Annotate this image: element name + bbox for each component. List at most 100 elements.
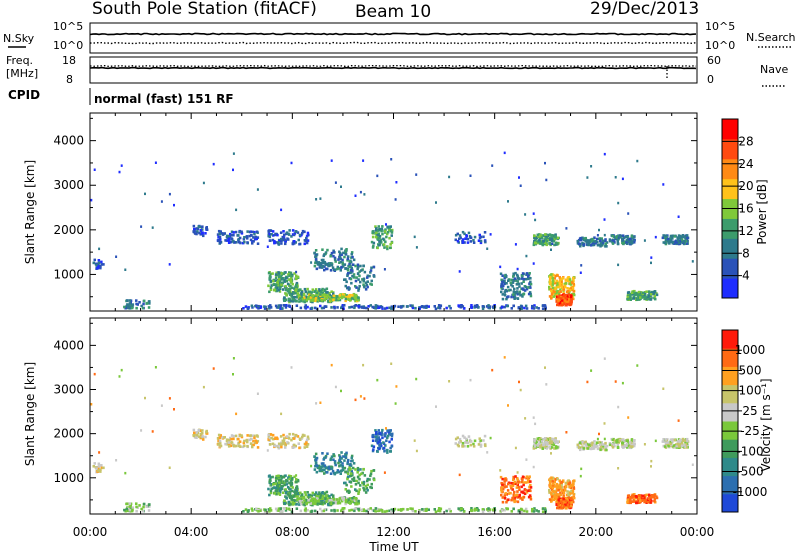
velocity-cell: [525, 510, 529, 513]
velocity-cell: [274, 479, 278, 483]
velocity-cell: [290, 483, 293, 487]
velocity-cell: [340, 389, 342, 393]
power-cell: [683, 240, 686, 243]
power-cell: [608, 239, 612, 243]
power-cell: [198, 231, 201, 235]
power-cell: [487, 304, 490, 307]
velocity-cell: [223, 436, 226, 439]
power-cell: [639, 294, 642, 297]
velocity-cell: [256, 392, 259, 395]
velocity-cell: [456, 436, 459, 439]
power-cell: [126, 299, 129, 302]
power-cell: [232, 168, 234, 172]
velocity-cell: [135, 505, 138, 509]
power-cell: [550, 292, 554, 295]
power-cell: [290, 286, 294, 290]
velocity-cell: [653, 493, 656, 497]
power-cell: [681, 234, 685, 237]
power-cell: [374, 225, 377, 228]
velocity-cell: [563, 501, 567, 505]
power-cell: [328, 291, 331, 295]
velocity-cell: [295, 489, 299, 493]
y-tick-label: 1000: [53, 267, 84, 281]
power-cell: [250, 234, 253, 237]
velocity-cell: [603, 357, 606, 360]
velocity-cell: [276, 487, 280, 491]
nsky-tick-top: 10^5: [53, 20, 83, 33]
velocity-cell: [251, 509, 254, 512]
power-cell: [341, 304, 345, 307]
power-cell: [295, 286, 299, 289]
velocity-cell: [313, 468, 317, 471]
velocity-cell: [318, 491, 321, 494]
velocity-cell: [507, 404, 509, 407]
power-cell: [548, 287, 551, 291]
power-cell: [512, 275, 515, 278]
power-cell: [95, 263, 98, 267]
velocity-cell: [246, 444, 249, 448]
power-cell: [512, 272, 515, 276]
power-cell: [593, 236, 596, 239]
velocity-cell: [99, 468, 102, 471]
velocity-cell: [576, 443, 579, 447]
velocity-cell: [556, 487, 559, 490]
velocity-cell: [599, 448, 602, 452]
velocity-cell: [579, 448, 582, 452]
velocity-cell: [311, 503, 314, 507]
velocity-cell: [542, 443, 545, 446]
velocity-cell: [553, 447, 556, 450]
velocity-cell: [268, 436, 272, 440]
velocity-cell: [570, 504, 573, 508]
velocity-cell: [199, 436, 202, 440]
velocity-cell: [578, 446, 581, 449]
velocity-cell: [544, 366, 546, 369]
power-cell: [145, 302, 148, 305]
y-tick-label: 3000: [53, 178, 84, 192]
velocity-cell: [633, 497, 637, 500]
velocity-cell: [681, 439, 685, 442]
power-cell: [372, 265, 376, 269]
power-cell: [463, 307, 466, 310]
power-cell: [578, 237, 582, 241]
power-cell: [369, 282, 372, 286]
power-cell: [347, 272, 350, 275]
power-cell: [466, 241, 470, 244]
velocity-cell: [617, 467, 620, 470]
power-cell: [332, 254, 335, 258]
power-cell: [529, 294, 533, 298]
velocity-cell: [384, 444, 387, 447]
velocity-cell: [288, 490, 292, 494]
velocity-cell: [523, 492, 527, 495]
power-cell: [629, 295, 632, 298]
power-cell: [604, 242, 607, 245]
power-cell: [315, 198, 318, 201]
velocity-cell: [282, 440, 285, 443]
velocity-cell: [677, 419, 680, 422]
velocity-cell: [227, 438, 231, 442]
power-cell: [569, 303, 572, 307]
velocity-cell: [351, 497, 354, 500]
velocity-cell: [512, 482, 515, 486]
power-cell: [287, 272, 291, 276]
power-cell: [354, 299, 357, 303]
velocity-cell: [173, 408, 175, 411]
velocity-cell: [319, 502, 322, 506]
power-cell: [295, 296, 298, 299]
velocity-cell: [470, 507, 473, 510]
velocity-cell: [366, 488, 369, 492]
power-cell: [328, 262, 332, 265]
velocity-cell: [100, 466, 104, 470]
velocity-cell: [629, 496, 633, 499]
velocity-cell: [342, 455, 345, 458]
power-cell: [588, 239, 591, 243]
velocity-cell: [301, 435, 304, 439]
velocity-cell: [515, 493, 519, 497]
power-cell: [386, 247, 389, 251]
power-cell: [303, 230, 306, 234]
velocity-cell: [614, 380, 617, 383]
power-cell: [612, 240, 616, 243]
power-cell: [287, 304, 290, 307]
power-cell: [520, 305, 524, 308]
power-cell: [665, 235, 668, 239]
velocity-cell: [676, 442, 680, 446]
